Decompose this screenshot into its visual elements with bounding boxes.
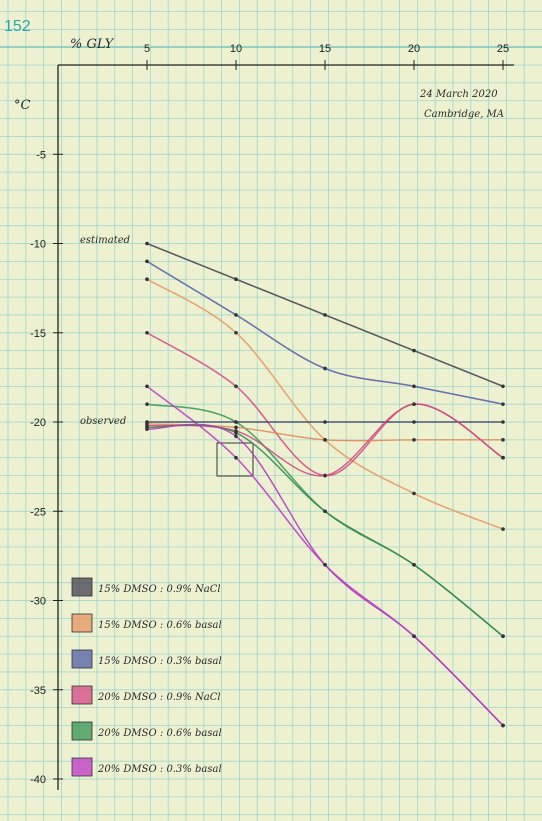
data-point	[412, 402, 416, 406]
data-point	[145, 330, 149, 335]
data-point	[145, 259, 149, 264]
data-point	[501, 723, 505, 728]
highlight-box	[216, 442, 254, 477]
page-number: 152	[4, 18, 31, 35]
legend-swatch	[71, 685, 93, 705]
x-tick-labels: 5 10 15 20 25	[144, 43, 509, 55]
series-layer	[145, 241, 505, 728]
note-date: 24 March 2020	[419, 89, 498, 100]
x-tick-label: 15	[319, 43, 331, 55]
series-line-11	[146, 423, 504, 727]
data-point	[145, 427, 149, 431]
data-point	[412, 491, 416, 496]
data-point	[501, 438, 505, 442]
y-tick-label: -20	[30, 417, 46, 429]
data-point	[234, 313, 238, 317]
legend-swatch	[71, 757, 93, 777]
y-tick-label: -35	[30, 685, 46, 697]
data-point	[412, 384, 416, 389]
data-point	[412, 438, 416, 442]
data-point	[412, 420, 416, 424]
legend-label: 20% DMSO : 0.3% basal	[97, 764, 222, 775]
x-tick-label: 5	[144, 43, 150, 55]
data-point	[234, 455, 238, 460]
axes	[53, 60, 514, 790]
legend-swatch	[71, 577, 93, 597]
legend-label: 15% DMSO : 0.6% basal	[98, 620, 222, 631]
legend-label: 15% DMSO : 0.3% basal	[98, 656, 222, 667]
data-point	[234, 420, 238, 424]
legend-swatch	[71, 649, 93, 669]
y-tick-label: -30	[30, 596, 46, 608]
y-tick-label: -5	[36, 149, 46, 161]
x-tick-label: 10	[230, 43, 242, 55]
y-tick-labels: -5 -10 -15 -20 -25 -30 -35 -40	[30, 149, 46, 786]
data-point	[412, 348, 416, 353]
data-point	[145, 384, 149, 389]
legend-swatch	[71, 721, 93, 741]
data-point	[323, 563, 327, 567]
legend-label: 20% DMSO : 0.9% NaCl	[97, 692, 221, 703]
data-point	[501, 527, 505, 531]
data-point	[145, 402, 149, 406]
legend-label: 20% DMSO : 0.6% basal	[97, 728, 222, 739]
data-point	[234, 430, 238, 435]
series-line-10	[146, 424, 504, 637]
data-point	[501, 384, 505, 389]
data-point	[412, 634, 416, 638]
note-location: Cambridge, MA	[424, 109, 504, 120]
data-point	[145, 241, 149, 246]
data-point	[323, 473, 327, 478]
y-tick-label: -40	[30, 774, 46, 786]
data-point	[234, 277, 238, 282]
y-tick-label: -10	[30, 239, 46, 251]
data-point	[234, 425, 238, 430]
y-axis-label: °C	[14, 98, 31, 113]
legend: 15% DMSO : 0.9% NaCl 15% DMSO : 0.6% basa…	[71, 577, 222, 777]
data-point	[234, 330, 238, 335]
data-point	[234, 434, 238, 439]
data-point	[323, 509, 327, 514]
series-line-6	[146, 385, 504, 727]
data-point	[412, 563, 416, 567]
data-point	[323, 438, 327, 442]
x-axis-label: % GLY	[70, 37, 115, 52]
data-point	[323, 313, 327, 317]
annotation-estimated: estimated	[80, 235, 130, 246]
legend-label: 15% DMSO : 0.9% NaCl	[98, 584, 221, 595]
data-point	[501, 634, 505, 638]
data-point	[234, 384, 238, 389]
y-tick-label: -25	[30, 506, 46, 518]
data-point	[323, 420, 327, 424]
legend-swatch	[71, 613, 93, 633]
annotation-observed: observed	[80, 416, 126, 427]
y-tick-label: -15	[30, 328, 46, 340]
x-tick-label: 25	[497, 43, 509, 55]
data-point	[145, 277, 149, 282]
data-point	[501, 402, 505, 406]
data-point	[323, 366, 327, 371]
data-point	[501, 420, 505, 424]
x-tick-label: 20	[408, 43, 420, 55]
data-point	[501, 455, 505, 460]
